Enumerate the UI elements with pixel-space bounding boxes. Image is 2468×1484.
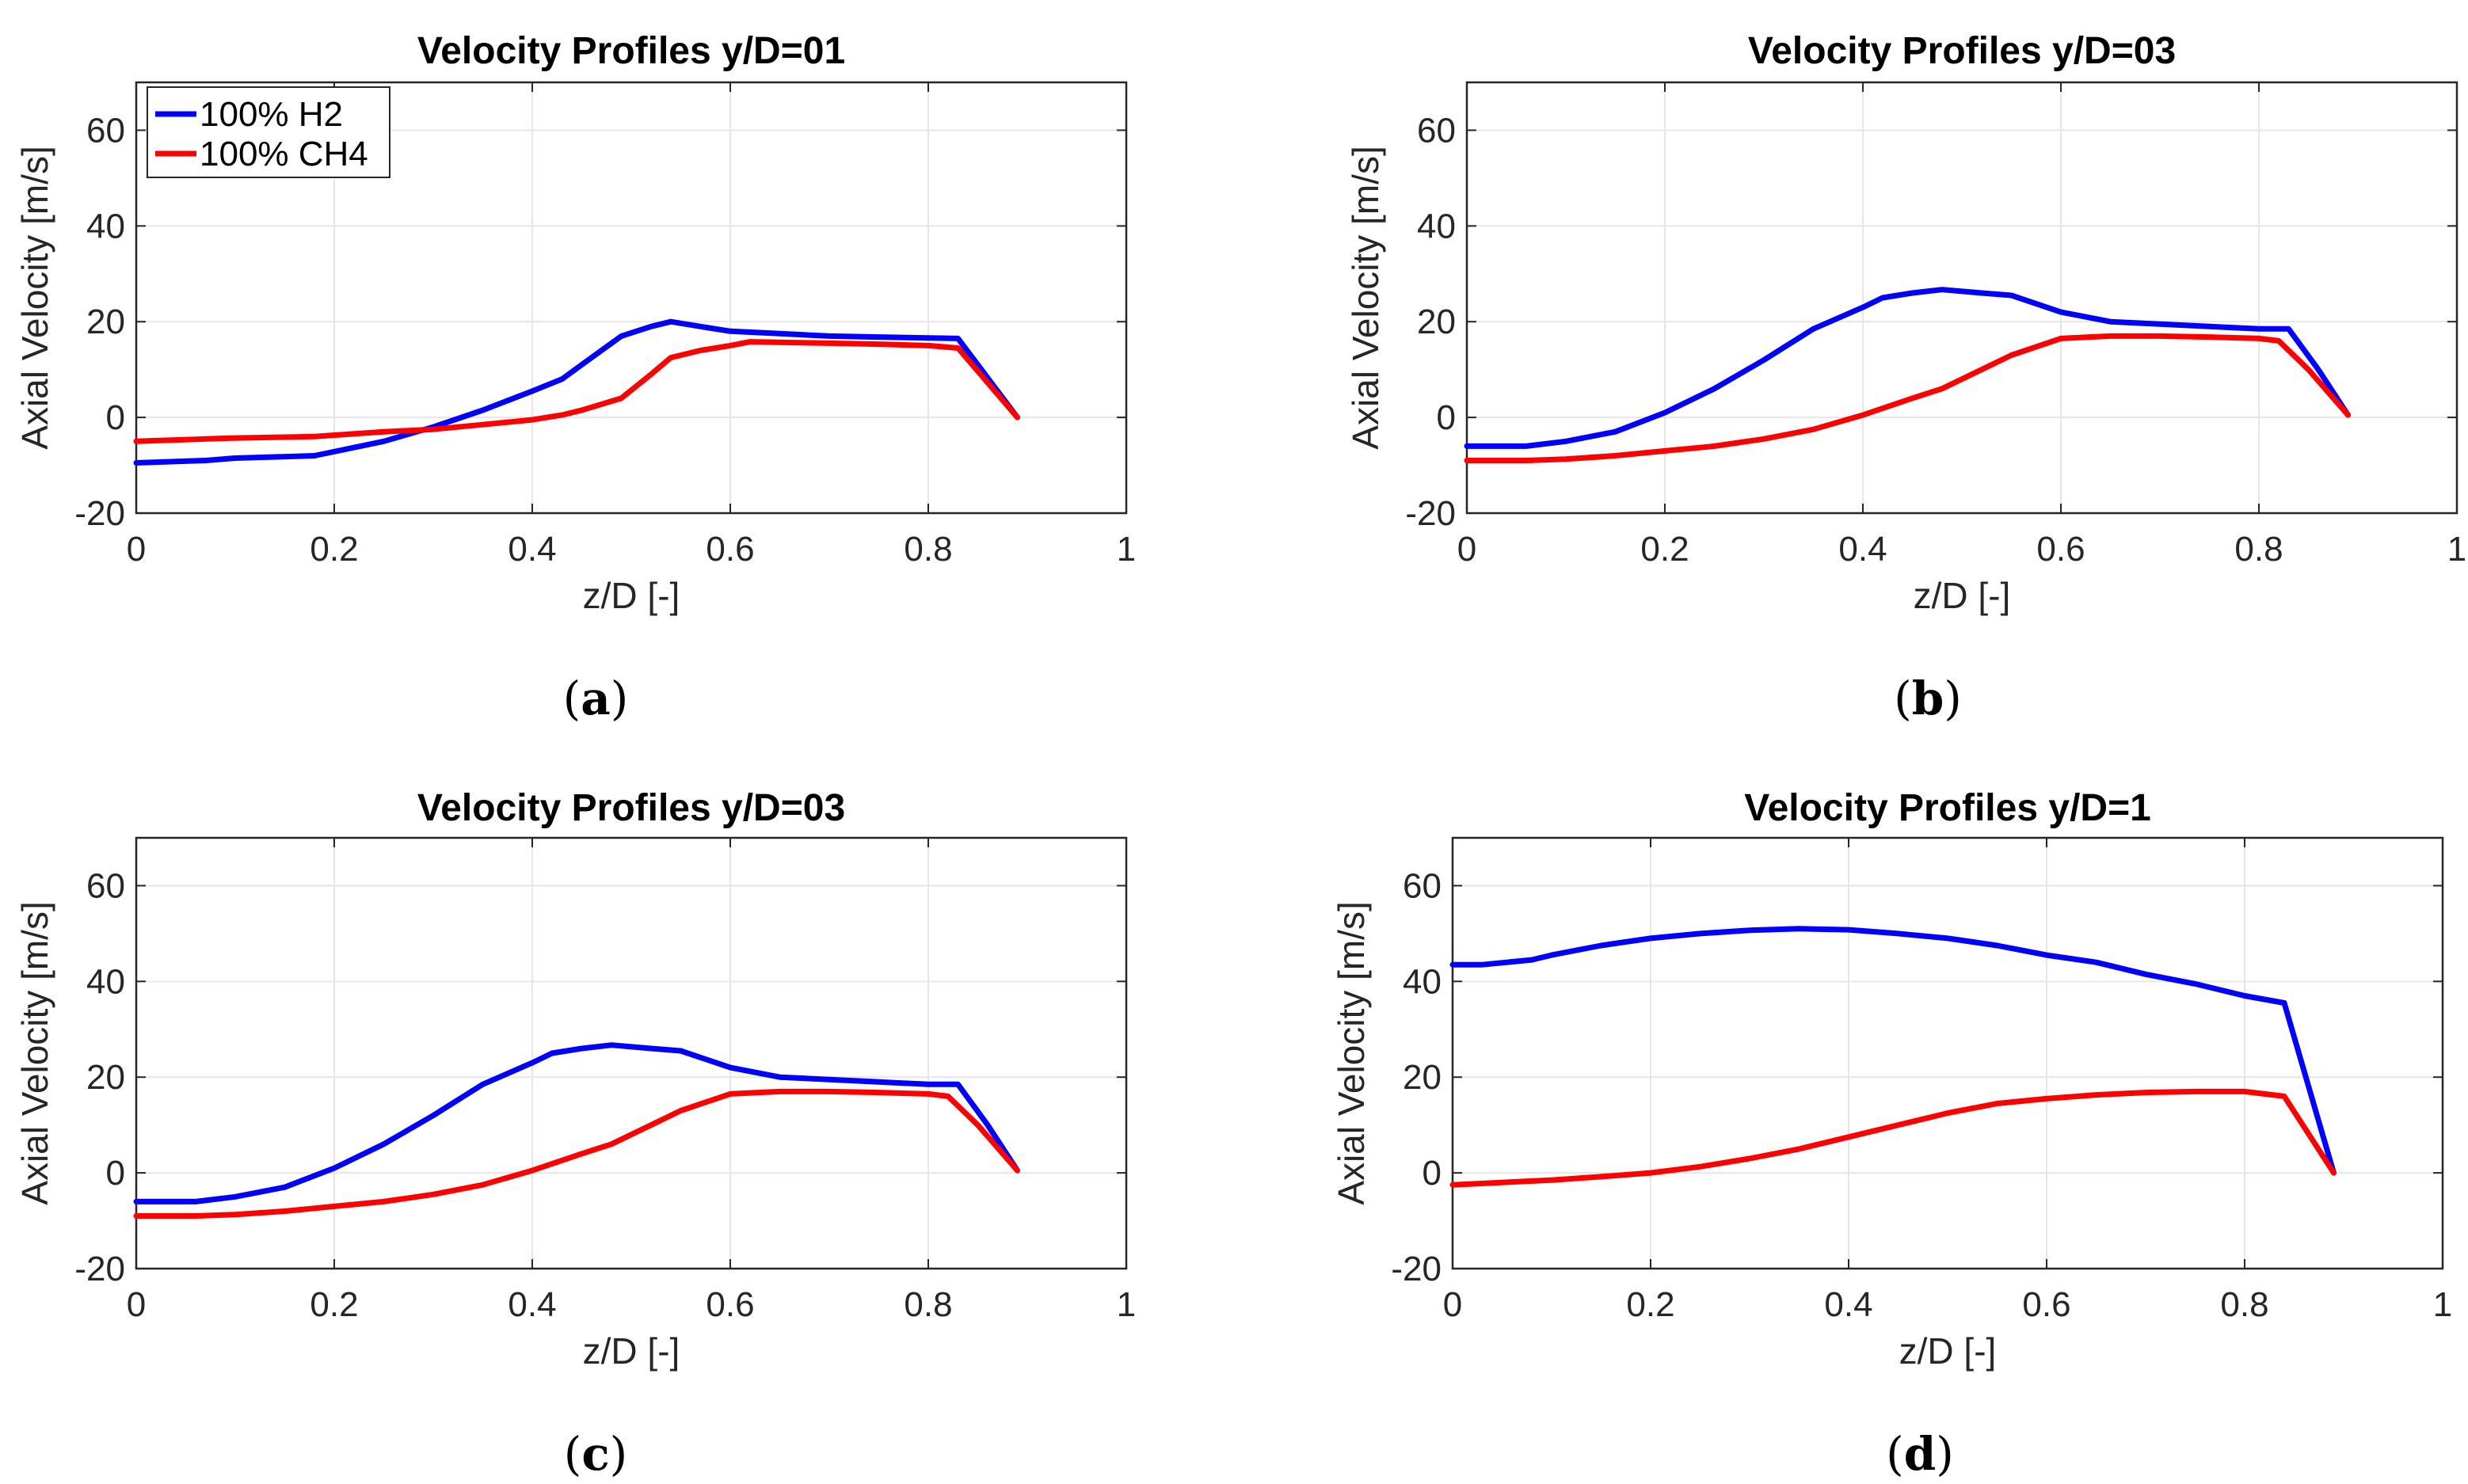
y-tick-label: 40 bbox=[86, 962, 125, 1001]
x-tick-label: 1 bbox=[2447, 530, 2466, 569]
caption-paren-open: ( bbox=[564, 1427, 582, 1481]
y-tick-label: 20 bbox=[1403, 1058, 1442, 1097]
caption-paren-open: ( bbox=[563, 672, 581, 725]
y-tick-label: 60 bbox=[1417, 111, 1456, 150]
plot-area-frame bbox=[135, 81, 1128, 515]
subfigure-caption: (d) bbox=[1886, 1427, 1954, 1481]
chart-title: Velocity Profiles y/D=01 bbox=[417, 30, 845, 72]
y-tick-label: 40 bbox=[1417, 207, 1456, 245]
x-tick-label: 0.2 bbox=[1640, 530, 1689, 569]
x-tick-label: 0.6 bbox=[2036, 530, 2085, 569]
chart-title: Velocity Profiles y/D=1 bbox=[1744, 787, 2151, 829]
plot-area-frame bbox=[1451, 836, 2444, 1270]
x-tick-label: 0.8 bbox=[2234, 530, 2283, 569]
x-tick-label: 0 bbox=[1457, 530, 1476, 569]
x-tick-label: 0.4 bbox=[508, 530, 556, 569]
x-axis-label: z/D [-] bbox=[1899, 1330, 1997, 1372]
x-axis-label: z/D [-] bbox=[1914, 575, 2011, 616]
y-tick-label: 60 bbox=[1403, 866, 1442, 905]
caption-letter: d bbox=[1904, 1427, 1937, 1481]
x-tick-label: 1 bbox=[1117, 1285, 1136, 1324]
x-tick-label: 0.4 bbox=[508, 1285, 556, 1324]
caption-paren-open: ( bbox=[1886, 1427, 1904, 1481]
y-tick-label: -20 bbox=[74, 494, 125, 533]
caption-paren-open: ( bbox=[1894, 672, 1912, 725]
series-line-100-ch4 bbox=[1449, 1088, 2337, 1188]
series-line-100-ch4 bbox=[133, 1088, 1020, 1219]
x-tick-label: 0 bbox=[127, 1285, 146, 1324]
y-tick-label: 40 bbox=[1403, 962, 1442, 1001]
y-tick-label: 20 bbox=[86, 303, 125, 341]
series-line-100-h2 bbox=[1449, 926, 2337, 1176]
x-tick-label: 0.8 bbox=[2220, 1285, 2268, 1324]
x-axis-label: z/D [-] bbox=[583, 1330, 680, 1372]
chart-title: Velocity Profiles y/D=03 bbox=[417, 787, 845, 829]
legend-label: 100% CH4 bbox=[200, 135, 368, 173]
subfigure-caption: (a) bbox=[563, 672, 629, 725]
x-tick-label: 0.4 bbox=[1838, 530, 1887, 569]
caption-letter: b bbox=[1912, 672, 1944, 725]
x-tick-label: 0.6 bbox=[706, 1285, 754, 1324]
caption-paren-close: ) bbox=[610, 1427, 628, 1481]
x-tick-label: 0.6 bbox=[706, 530, 754, 569]
subfigure-caption: (b) bbox=[1894, 672, 1962, 725]
y-axis-label: Axial Velocity [m/s] bbox=[14, 146, 55, 449]
series-line-100-h2 bbox=[133, 1042, 1020, 1204]
y-tick-label: 60 bbox=[86, 111, 125, 150]
x-tick-label: 0.8 bbox=[904, 1285, 952, 1324]
x-tick-label: 0 bbox=[1443, 1285, 1462, 1324]
caption-letter: c bbox=[581, 1427, 609, 1481]
caption-paren-close: ) bbox=[1944, 672, 1962, 725]
y-axis-label: Axial Velocity [m/s] bbox=[1331, 901, 1372, 1204]
y-tick-label: 0 bbox=[106, 1154, 125, 1193]
y-tick-label: 40 bbox=[86, 207, 125, 245]
y-tick-label: -20 bbox=[1391, 1250, 1442, 1288]
x-tick-label: 0.6 bbox=[2022, 1285, 2070, 1324]
x-tick-label: 0.4 bbox=[1824, 1285, 1872, 1324]
series-line-100-h2 bbox=[1464, 287, 2351, 449]
x-tick-label: 1 bbox=[2433, 1285, 2452, 1324]
series-line-100-ch4 bbox=[1464, 333, 2351, 463]
y-axis-label: Axial Velocity [m/s] bbox=[1345, 146, 1386, 449]
y-tick-label: 0 bbox=[1437, 398, 1456, 437]
x-tick-label: 0.8 bbox=[904, 530, 952, 569]
x-tick-label: 0 bbox=[127, 530, 146, 569]
y-tick-label: -20 bbox=[1405, 494, 1456, 533]
x-tick-label: 0.2 bbox=[310, 1285, 358, 1324]
caption-letter: a bbox=[581, 672, 611, 725]
legend-label: 100% H2 bbox=[200, 95, 343, 134]
series-line-100-h2 bbox=[133, 318, 1020, 466]
plot-area-frame bbox=[135, 836, 1128, 1270]
subfigure-caption: (c) bbox=[564, 1427, 628, 1481]
x-tick-label: 0.2 bbox=[1626, 1285, 1674, 1324]
x-tick-label: 1 bbox=[1117, 530, 1136, 569]
chart-title: Velocity Profiles y/D=03 bbox=[1748, 30, 2176, 72]
y-tick-label: 20 bbox=[1417, 303, 1456, 341]
y-tick-label: 0 bbox=[106, 398, 125, 437]
y-tick-label: 0 bbox=[1423, 1154, 1442, 1193]
legend-box bbox=[147, 86, 390, 178]
x-tick-label: 0.2 bbox=[310, 530, 358, 569]
y-tick-label: -20 bbox=[74, 1250, 125, 1288]
plot-area-frame bbox=[1465, 81, 2458, 515]
y-tick-label: 60 bbox=[86, 866, 125, 905]
series-line-100-ch4 bbox=[133, 339, 1020, 444]
caption-paren-close: ) bbox=[611, 672, 629, 725]
caption-paren-close: ) bbox=[1936, 1427, 1954, 1481]
x-axis-label: z/D [-] bbox=[583, 575, 680, 616]
y-tick-label: 20 bbox=[86, 1058, 125, 1097]
y-axis-label: Axial Velocity [m/s] bbox=[14, 901, 55, 1204]
